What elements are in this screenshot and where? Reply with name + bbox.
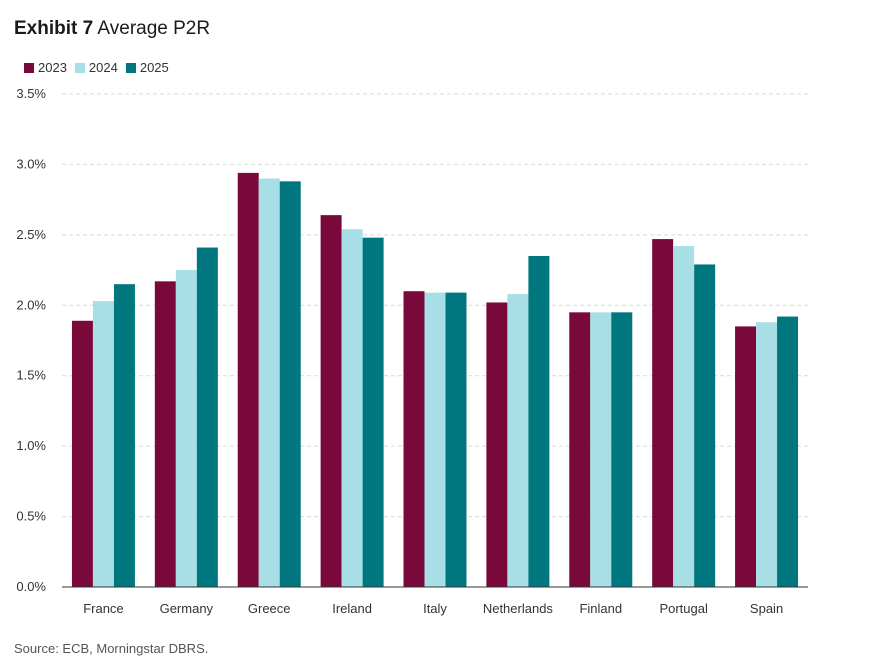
bar-2024-spain [756,322,778,587]
legend-item-2024: 2024 [74,60,118,75]
bar-2025-germany [196,247,218,587]
bar-2024-greece [258,178,280,587]
legend-item-2023: 2023 [24,60,67,75]
bar-2025-france [113,284,135,587]
bar-2024-finland [590,312,612,587]
x-tick-label: France [83,601,123,616]
bar-2024-portugal [673,246,695,587]
legend-label-2024: 2024 [88,60,118,75]
bar-2023-france [71,320,93,587]
y-tick-label: 2.5% [16,227,46,242]
x-tick-label: Portugal [659,601,708,616]
chart-title: Exhibit 7 Average P2R [14,18,210,40]
bar-2023-italy [403,291,425,587]
bar-2023-netherlands [486,302,508,587]
bar-2024-germany [175,270,197,587]
bar-2024-italy [424,292,446,587]
legend-item-2025: 2025 [125,60,169,75]
y-tick-label: 1.0% [16,438,46,453]
legend-label-2023: 2023 [38,60,67,75]
x-tick-label: Italy [423,601,447,616]
legend-swatch-2024 [74,62,85,73]
legend-swatch-2025 [125,62,136,73]
legend: 2023 2024 2025 [24,60,169,75]
bar-2025-italy [445,292,467,587]
x-tick-label: Ireland [332,601,372,616]
bar-2025-ireland [362,237,384,587]
y-tick-label: 0.5% [16,509,46,524]
y-tick-label: 1.5% [16,368,46,383]
bar-2024-ireland [341,229,363,588]
bar-2023-greece [237,172,259,587]
bar-2023-finland [569,312,591,587]
y-tick-label: 0.0% [16,579,46,594]
bar-2025-greece [279,181,301,587]
y-tick-label: 2.0% [16,297,46,312]
bar-2024-netherlands [507,294,529,587]
x-tick-label: Finland [579,601,622,616]
bar-2025-netherlands [528,255,550,587]
source-note: Source: ECB, Morningstar DBRS. [14,641,209,656]
bar-2025-spain [777,316,799,587]
x-tick-label: Netherlands [483,601,554,616]
y-tick-label: 3.0% [16,156,46,171]
legend-swatch-2023 [24,62,34,73]
bar-2024-france [92,301,114,587]
y-tick-label: 3.5% [16,86,46,101]
legend-label-2025: 2025 [139,60,169,75]
bar-2023-portugal [652,239,674,587]
x-tick-label: Germany [160,601,214,616]
x-tick-label: Greece [248,601,291,616]
exhibit-label: Exhibit 7 [14,18,94,39]
bar-2023-germany [154,281,176,587]
bar-2025-finland [611,312,633,587]
x-tick-label: Spain [750,601,783,616]
bar-2023-ireland [320,215,342,587]
bar-2025-portugal [694,264,716,587]
title-text: Average P2R [97,18,211,39]
bar-2023-spain [735,326,757,587]
